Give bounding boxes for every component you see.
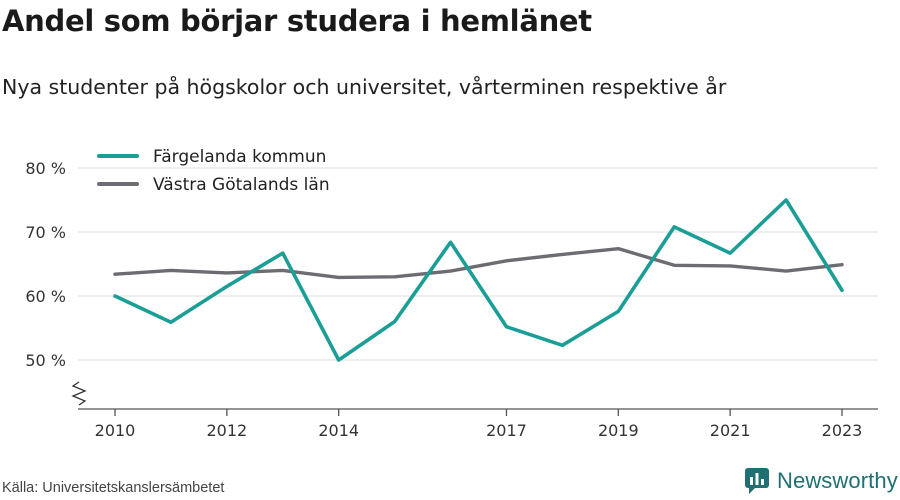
x-tick-label: 2023 — [822, 421, 863, 440]
brand-name: Newsworthy — [777, 468, 898, 493]
gridlines — [78, 167, 878, 361]
line-chart: 50 % 60 % 70 % 80 % 2010 2012 2014 2017 2019 202… — [25, 147, 878, 440]
legend: Färgelanda kommun Västra Götalands län — [97, 147, 330, 195]
newsworthy-logo-icon — [745, 468, 769, 494]
y-tick-label: 50 % — [25, 351, 66, 370]
chart-subtitle: Nya studenter på högskolor och universit… — [2, 75, 727, 99]
series-line-vastra-gotaland — [113, 246, 844, 280]
x-tick-label: 2021 — [710, 421, 751, 440]
y-tick-labels: 50 % 60 % 70 % 80 % — [25, 159, 66, 370]
x-tick-labels: 2010 2012 2014 2017 2019 2021 2023 — [95, 421, 863, 440]
y-tick-label: 60 % — [25, 287, 66, 306]
x-tick-label: 2014 — [318, 421, 359, 440]
x-tick-label: 2019 — [598, 421, 639, 440]
y-tick-label: 80 % — [25, 159, 66, 178]
y-tick-label: 70 % — [25, 223, 66, 242]
legend-label: Färgelanda kommun — [153, 147, 326, 167]
series-lines — [113, 198, 844, 362]
x-axis — [71, 381, 878, 416]
legend-label: Västra Götalands län — [153, 175, 330, 195]
source-note: Källa: Universitetskanslersämbetet — [2, 480, 225, 496]
axis-break-icon — [71, 381, 87, 406]
series-line-fargelanda — [113, 198, 844, 362]
brand-mark: Newsworthy — [745, 468, 898, 494]
x-tick-label: 2017 — [486, 421, 527, 440]
x-tick-label: 2010 — [95, 421, 136, 440]
x-tick-label: 2012 — [206, 421, 247, 440]
chart-title: Andel som börjar studera i hemlänet — [2, 4, 592, 38]
